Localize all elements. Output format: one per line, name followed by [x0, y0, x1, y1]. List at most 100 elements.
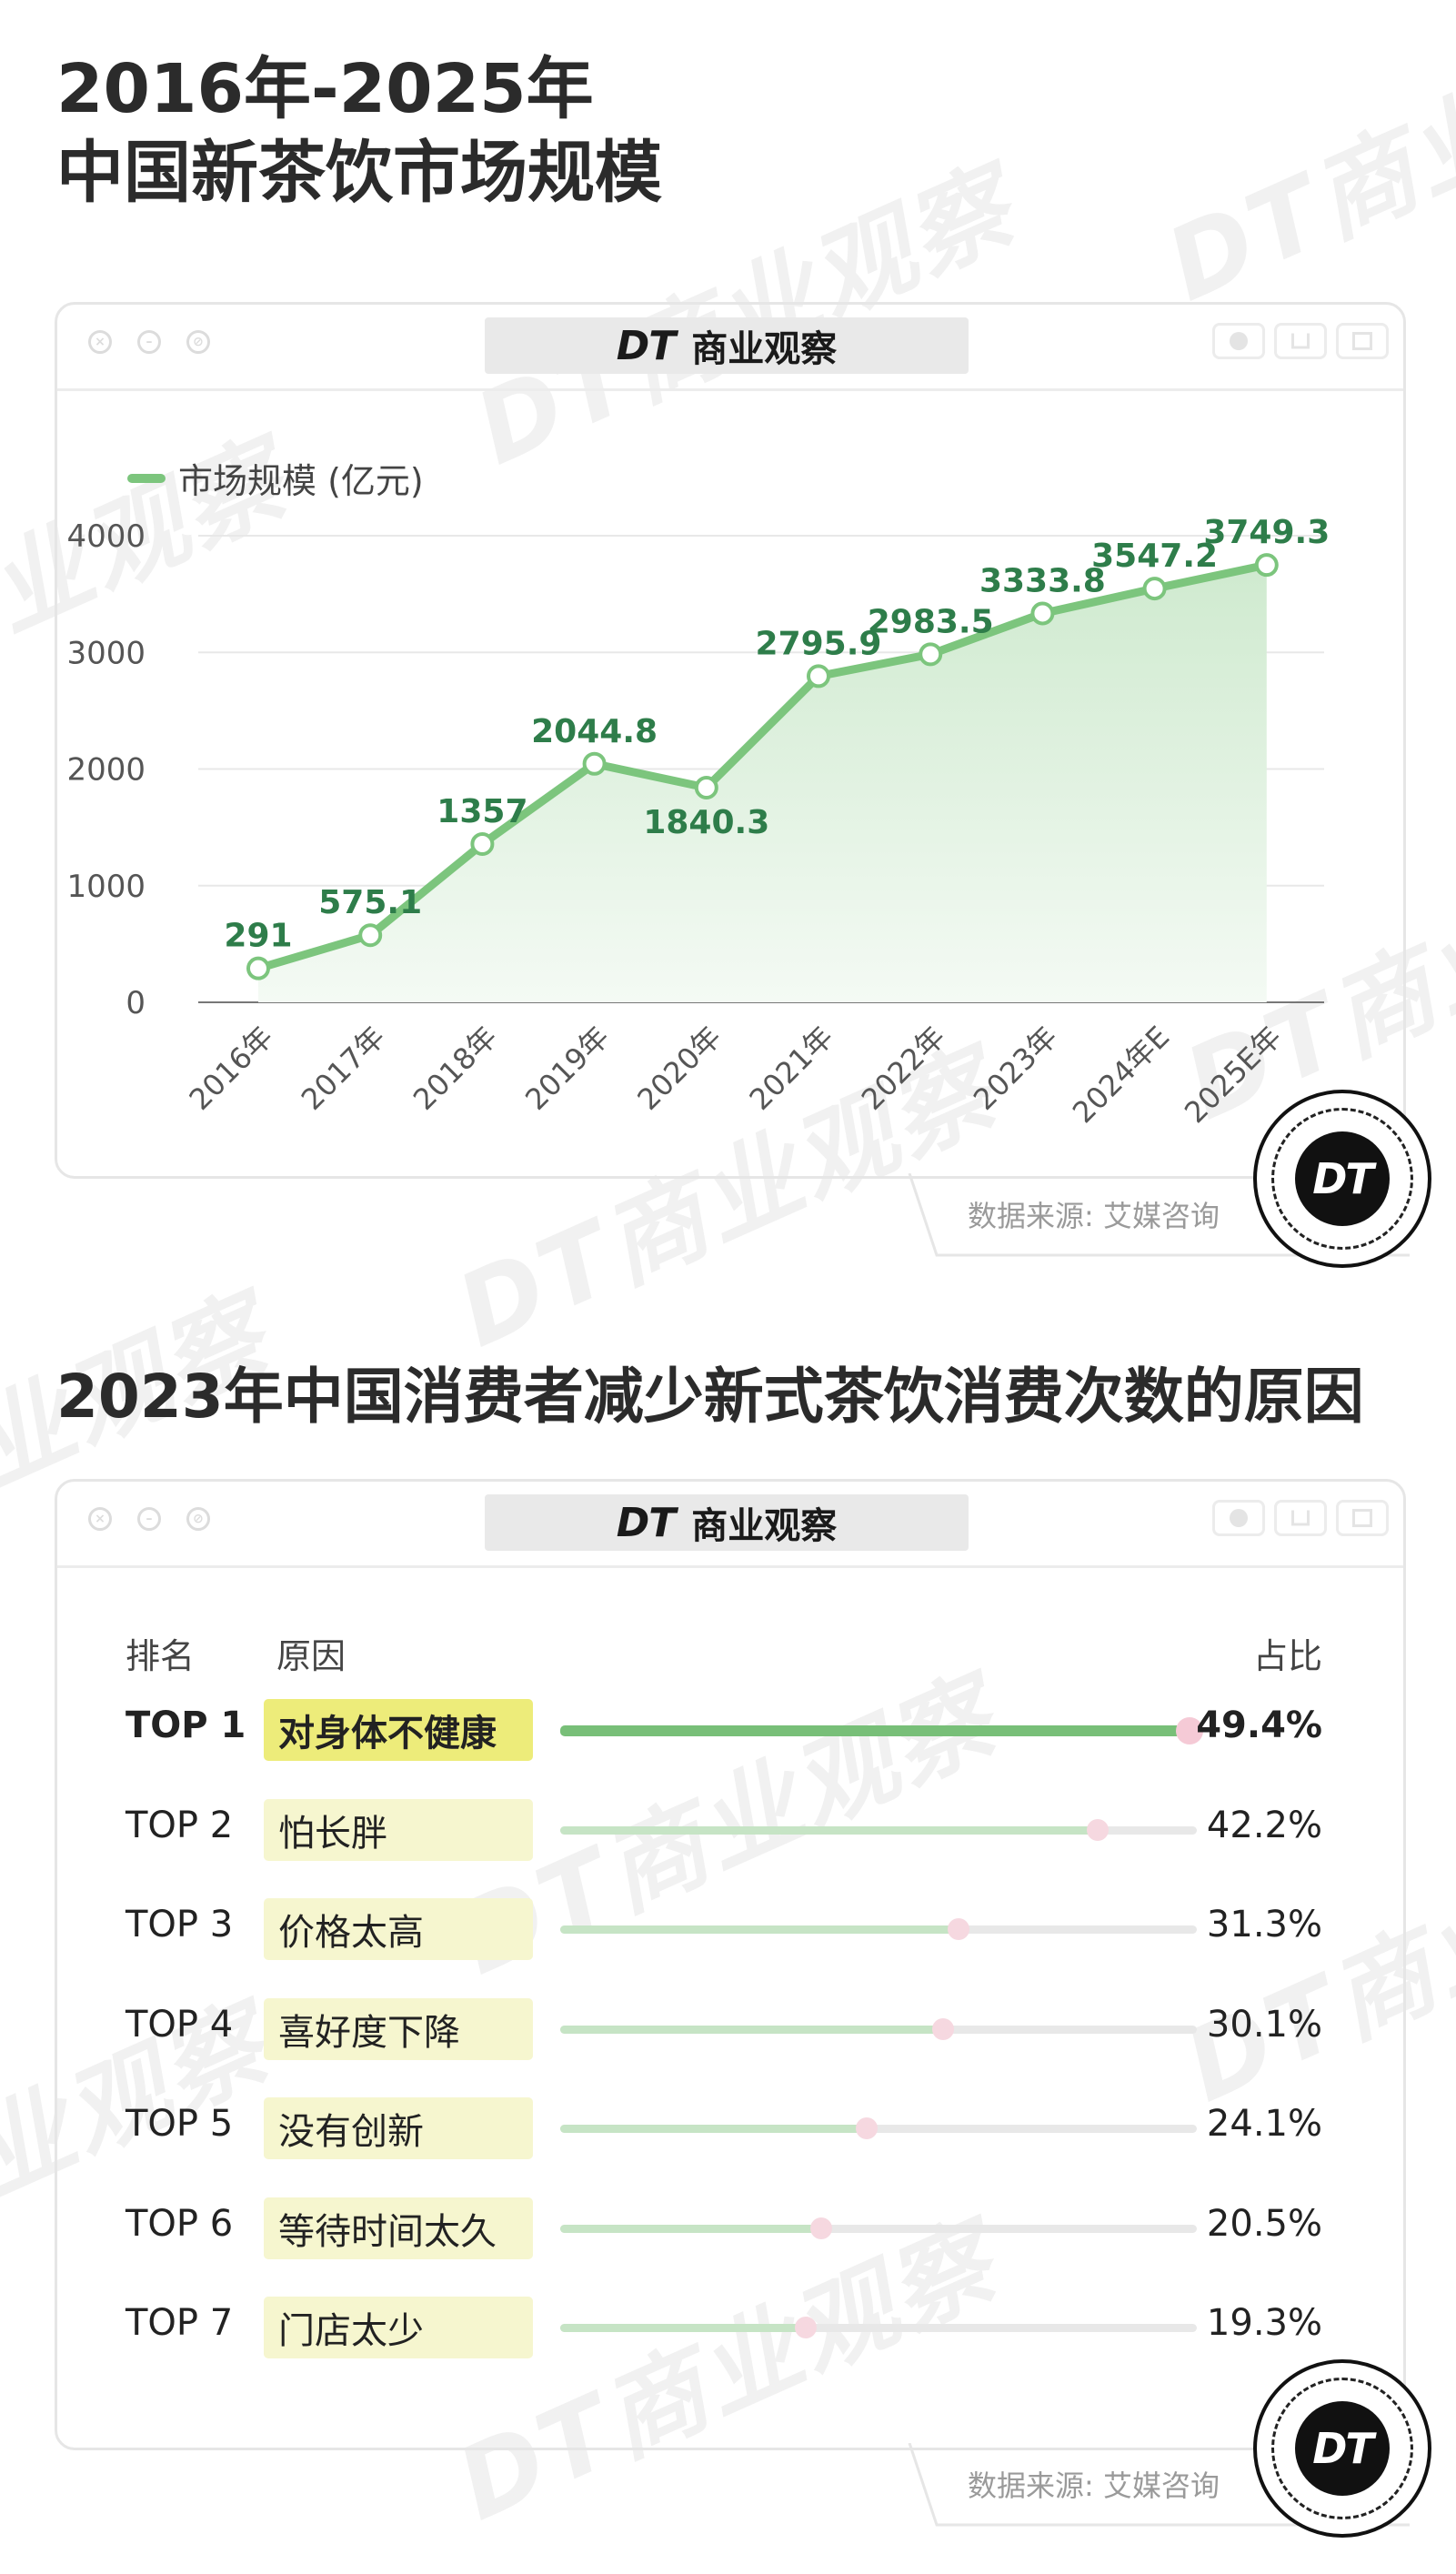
bar-fill	[560, 1725, 1190, 1736]
bar-end-dot	[795, 2317, 817, 2338]
x-tick-label: 2017年	[295, 1020, 392, 1117]
source-note: 数据来源: 艾媒咨询	[968, 1199, 1220, 1233]
close-icon[interactable]: ×	[88, 1507, 112, 1531]
reason-chip: 没有创新	[264, 2097, 533, 2159]
reason-chip: 等待时间太久	[264, 2197, 533, 2259]
share-icon[interactable]	[1274, 323, 1327, 359]
data-point	[470, 831, 495, 856]
x-tick-label: 2019年	[518, 1020, 616, 1117]
data-point	[694, 775, 718, 799]
dt-logo-icon: DT	[616, 1499, 677, 1546]
bar-fill	[560, 2125, 867, 2133]
ranking-row: TOP 7 门店太少 19.3%	[126, 2297, 1322, 2360]
y-tick-label: 2000	[66, 752, 146, 789]
data-label: 3333.8	[979, 562, 1106, 599]
brand-tab: DT 商业观察	[485, 1494, 969, 1551]
rank-label: TOP 2	[126, 1804, 234, 1846]
reason-chip: 喜好度下降	[264, 1997, 533, 2060]
brand-name: 商业观察	[691, 1505, 838, 1547]
chart-legend: 市场规模 (亿元)	[127, 453, 424, 503]
data-label: 291	[224, 918, 292, 955]
bar-fill	[560, 2224, 821, 2233]
bar-track	[560, 1918, 1197, 1940]
maximize-icon[interactable]: ⊘	[186, 330, 210, 354]
dt-logo-icon: DT	[1295, 2401, 1390, 2496]
minimize-icon[interactable]: –	[137, 330, 161, 354]
maximize-icon[interactable]: ⊘	[186, 1507, 210, 1531]
percent-label: 20.5%	[1206, 2202, 1322, 2245]
bar-end-dot	[1087, 1818, 1109, 1841]
y-tick-label: 0	[126, 985, 146, 1021]
data-point	[1142, 577, 1167, 601]
data-label: 575.1	[318, 884, 422, 921]
ranking-row: TOP 1 对身体不健康 49.4%	[126, 1699, 1322, 1763]
share-icon[interactable]	[1274, 1500, 1327, 1536]
bar-end-dot	[948, 1918, 969, 1940]
reason-chip: 门店太少	[264, 2297, 533, 2358]
chart-panel-2: × – ⊘ DT 商业观察	[55, 1479, 1406, 2450]
bar-track	[560, 1717, 1203, 1744]
record-icon[interactable]	[1212, 323, 1265, 359]
data-label: 2983.5	[868, 603, 994, 640]
dt-badge: DT	[1253, 1090, 1431, 1268]
x-tick-label: 2024年E	[1066, 1020, 1176, 1130]
bar-fill	[560, 1825, 1098, 1835]
brand-name: 商业观察	[691, 328, 838, 370]
section1-title: 2016年-2025年 中国新茶饮市场规模	[56, 47, 662, 215]
percent-label: 49.4%	[1196, 1704, 1322, 1746]
data-label: 2795.9	[756, 625, 882, 662]
y-tick-label: 1000	[66, 869, 146, 905]
x-tick-label: 2025E年	[1178, 1020, 1288, 1130]
window-icon[interactable]	[1336, 1500, 1389, 1536]
reason-chip: 怕长胖	[264, 1798, 533, 1861]
data-label: 2044.8	[531, 713, 658, 750]
ranking-row: TOP 5 没有创新 24.1%	[126, 2097, 1322, 2161]
percent-label: 30.1%	[1206, 2003, 1322, 2046]
data-point	[358, 923, 383, 948]
bar-end-dot	[1176, 1717, 1203, 1744]
x-tick-label: 2018年	[407, 1020, 504, 1117]
panel-title-bar: × – ⊘ DT 商业观察	[57, 1482, 1403, 1568]
y-tick-label: 3000	[66, 635, 146, 671]
bar-end-dot	[856, 2117, 878, 2139]
rank-label: TOP 6	[126, 2202, 234, 2245]
brand-tab: DT 商业观察	[485, 317, 969, 374]
percent-label: 31.3%	[1206, 1904, 1322, 1946]
y-tick-label: 4000	[66, 518, 146, 555]
percent-label: 24.1%	[1206, 2103, 1322, 2145]
source-tab-shape	[908, 2443, 1410, 2527]
ranking-row: TOP 4 喜好度下降 30.1%	[126, 1997, 1322, 2062]
ranking-row: TOP 3 价格太高 31.3%	[126, 1898, 1322, 1962]
bar-fill	[560, 1925, 959, 1934]
rank-label: TOP 1	[126, 1704, 246, 1746]
ranking-row: TOP 6 等待时间太久 20.5%	[126, 2197, 1322, 2261]
percent-label: 42.2%	[1206, 1804, 1322, 1846]
header-rank: 排名	[126, 1636, 196, 1676]
section2-title: 2023年中国消费者减少新式茶饮消费次数的原因	[56, 1362, 1364, 1432]
header-reason: 原因	[276, 1636, 346, 1676]
x-tick-label: 2022年	[855, 1020, 952, 1117]
data-point	[582, 751, 607, 776]
bar-track	[560, 2317, 1197, 2338]
bar-fill	[560, 2025, 943, 2034]
series-area	[258, 565, 1267, 1002]
bar-track	[560, 1818, 1197, 1841]
close-icon[interactable]: ×	[88, 330, 112, 354]
line-chart: 0 1000 2000 3000 4000 291 575.1 1357 2044.8 1840.…	[66, 514, 1330, 1130]
rank-label: TOP 3	[126, 1904, 234, 1946]
section1-title-line2: 中国新茶饮市场规模	[56, 134, 662, 212]
bar-end-dot	[932, 2017, 954, 2040]
data-label: 1840.3	[643, 804, 769, 841]
data-label: 1357	[437, 793, 527, 830]
minimize-icon[interactable]: –	[137, 1507, 161, 1531]
legend-label: 市场规模 (亿元)	[178, 461, 424, 501]
record-icon[interactable]	[1212, 1500, 1265, 1536]
header-share: 占比	[1252, 1636, 1322, 1676]
x-tick-label: 2016年	[183, 1020, 280, 1117]
window-icon[interactable]	[1336, 323, 1389, 359]
ranking-row: TOP 2 怕长胖 42.2%	[126, 1798, 1322, 1863]
dt-badge: DT	[1253, 2359, 1431, 2538]
percent-label: 19.3%	[1206, 2302, 1322, 2344]
dt-logo-icon: DT	[616, 322, 677, 369]
bar-track	[560, 2217, 1197, 2239]
